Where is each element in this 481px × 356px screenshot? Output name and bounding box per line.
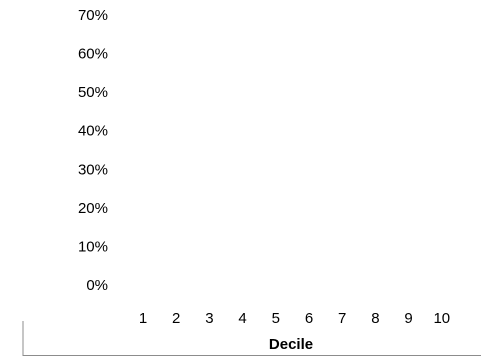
x-tick-label: 4 bbox=[238, 310, 246, 327]
x-tick-label: 1 bbox=[139, 310, 147, 327]
x-tick-label: 8 bbox=[371, 310, 379, 327]
x-tick-label: 5 bbox=[272, 310, 280, 327]
y-tick-label: 70% bbox=[78, 7, 108, 24]
y-tick-label: 20% bbox=[78, 200, 108, 217]
y-tick-label: 30% bbox=[78, 161, 108, 178]
x-tick-label: 7 bbox=[338, 310, 346, 327]
x-tick-label: 9 bbox=[404, 310, 412, 327]
x-tick-label: 2 bbox=[172, 310, 180, 327]
y-tick-label: 10% bbox=[78, 238, 108, 255]
x-tick-label: 3 bbox=[205, 310, 213, 327]
y-axis-ticks: 70% 60% 50% 40% 30% 20% 10% 0% bbox=[78, 7, 108, 294]
y-tick-label: 0% bbox=[86, 277, 108, 294]
x-axis-ticks: 1 2 3 4 5 6 7 8 9 10 bbox=[139, 310, 450, 327]
x-axis-title: Decile bbox=[269, 336, 313, 353]
y-tick-label: 50% bbox=[78, 84, 108, 101]
x-tick-label: 10 bbox=[433, 310, 450, 327]
x-tick-label: 6 bbox=[305, 310, 313, 327]
y-tick-label: 60% bbox=[78, 46, 108, 63]
y-tick-label: 40% bbox=[78, 123, 108, 140]
